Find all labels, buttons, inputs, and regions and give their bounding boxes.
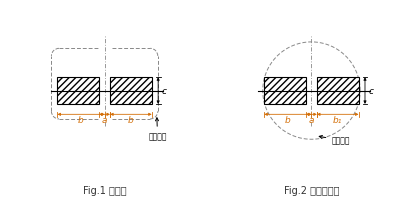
Text: a: a xyxy=(309,116,314,125)
Bar xyxy=(317,78,359,104)
Text: 产品外形: 产品外形 xyxy=(319,136,350,145)
Bar xyxy=(264,78,306,104)
Text: Fig.1 贴片型: Fig.1 贴片型 xyxy=(83,185,126,195)
Text: b₁: b₁ xyxy=(333,116,342,125)
Text: b: b xyxy=(78,116,84,125)
Text: a: a xyxy=(102,116,108,125)
Text: Fig.2 铸模贴片型: Fig.2 铸模贴片型 xyxy=(284,185,339,195)
Text: b: b xyxy=(128,116,134,125)
Text: c: c xyxy=(162,87,167,96)
Bar xyxy=(110,78,152,104)
Text: b: b xyxy=(285,116,291,125)
Bar xyxy=(58,78,99,104)
Text: c: c xyxy=(369,87,373,96)
Text: 产品外形: 产品外形 xyxy=(148,118,167,141)
